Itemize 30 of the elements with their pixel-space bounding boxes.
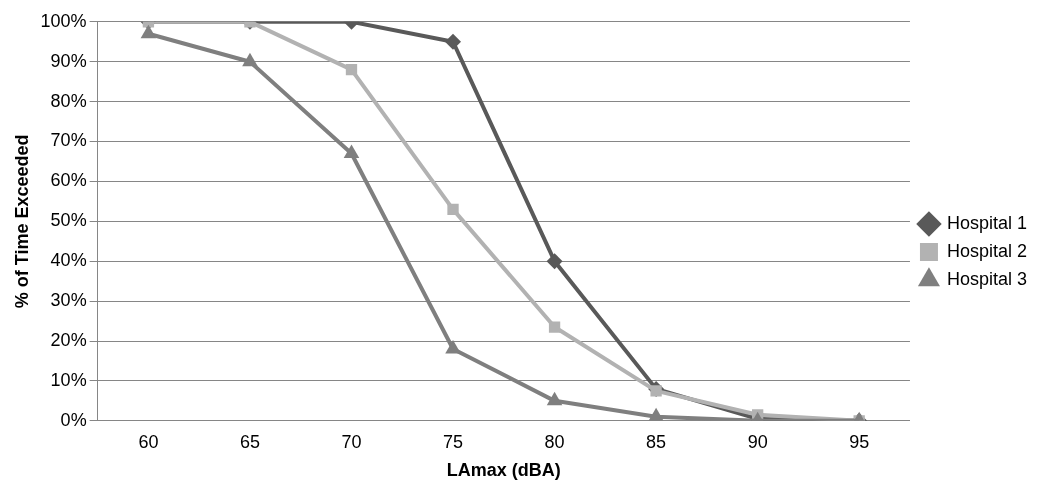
y-tick-label: 70%	[50, 130, 87, 151]
y-tick-label: 0%	[60, 409, 87, 430]
y-tick-label: 100%	[40, 10, 87, 31]
x-tick-label: 75	[443, 431, 464, 452]
x-tick-label: 70	[341, 431, 362, 452]
point	[546, 253, 563, 270]
y-tick-label: 10%	[50, 369, 87, 390]
point	[546, 391, 563, 406]
y-tick-label: 50%	[50, 210, 87, 231]
point	[445, 339, 461, 354]
x-tick-label: 65	[239, 431, 260, 452]
point	[447, 203, 459, 215]
point	[345, 64, 358, 76]
point	[548, 321, 561, 333]
y-tick-label: 90%	[50, 50, 87, 71]
y-tick-label: 20%	[50, 329, 87, 350]
x-tick-label: 85	[646, 431, 667, 452]
legend-label: Hospital 1	[946, 212, 1027, 233]
x-axis-title: LAmax (dBA)	[446, 460, 561, 481]
y-tick-label: 60%	[50, 170, 87, 191]
legend-label: Hospital 2	[946, 240, 1027, 261]
y-tick-label: 80%	[50, 90, 87, 111]
y-axis-title: % of Time Exceeded	[11, 134, 32, 309]
y-tick-label: 30%	[50, 290, 87, 311]
x-tick-label: 60	[138, 431, 159, 452]
legend-label: Hospital 3	[946, 268, 1027, 289]
x-tick-label: 90	[747, 431, 768, 452]
x-tick-label: 80	[544, 431, 565, 452]
y-tick-label: 40%	[50, 250, 87, 271]
x-tick-label: 95	[849, 431, 870, 452]
